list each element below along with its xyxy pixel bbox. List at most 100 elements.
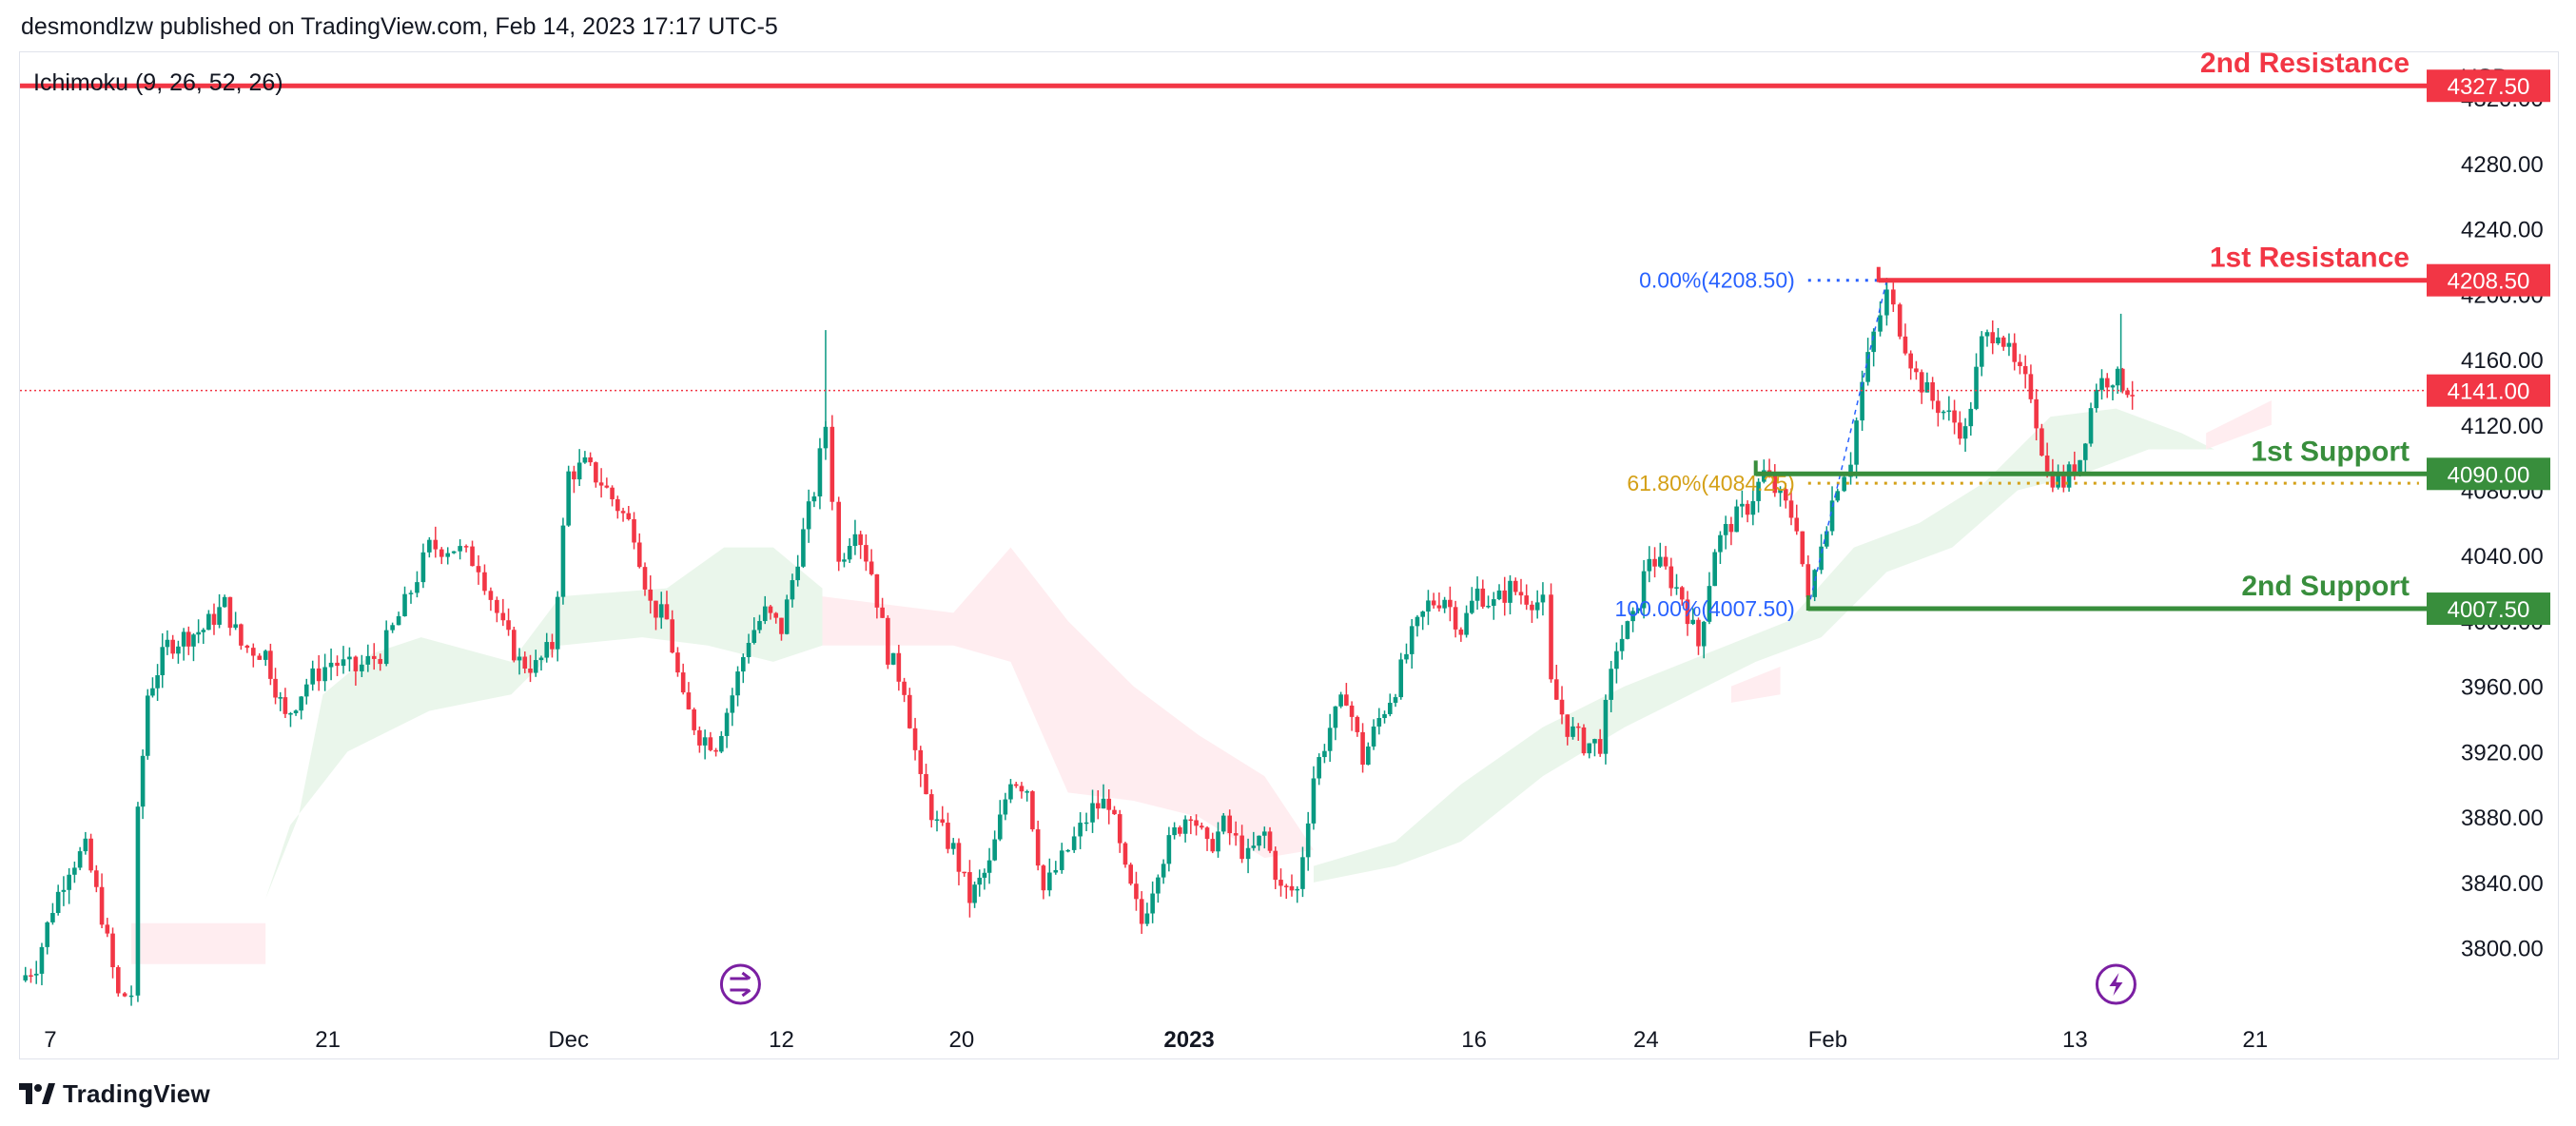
candle-body [2000, 337, 2006, 347]
candle-body [1609, 669, 1613, 700]
candle-body [390, 625, 395, 631]
candle-body [1251, 845, 1257, 848]
candle-body [576, 462, 582, 480]
chart-area[interactable]: 0.00%(4208.50) 61.80%(4084.25) 100.00%(400… [19, 51, 2559, 1059]
candle-body [278, 697, 283, 699]
candle-body [1134, 883, 1139, 900]
candle-body [1300, 857, 1305, 889]
candle-body [463, 546, 469, 548]
lightning-event-icon-glyph [2109, 973, 2123, 996]
candle-body [1745, 503, 1750, 515]
level-3-badge [2427, 592, 2550, 626]
candle-body [2006, 342, 2012, 347]
candle-body [829, 426, 835, 502]
candle-body [1486, 605, 1491, 608]
candle-body [946, 823, 950, 849]
candle-body [1812, 570, 1817, 597]
dividend-forward-icon[interactable] [719, 963, 761, 1005]
candle-body [1559, 699, 1565, 715]
candle-body [1128, 864, 1134, 884]
y-tick-label-7: 4040.00 [2461, 544, 2544, 570]
current-price-badge-label: 4141.00 [2448, 379, 2530, 405]
candle-body [918, 749, 924, 774]
candle-body [1480, 588, 1486, 607]
candle-body [99, 886, 105, 925]
level-name-0: 2nd Resistance [2200, 52, 2410, 79]
indicator-legend[interactable]: Ichimoku (9, 26, 52, 26) [33, 69, 283, 96]
candle-body [874, 573, 880, 608]
candle-body [433, 539, 439, 550]
candle-body [1436, 605, 1442, 609]
candle-body [299, 696, 303, 711]
candle-body [283, 697, 288, 714]
candle-body [1587, 743, 1592, 754]
candle-body [680, 672, 686, 693]
candle-body [1161, 864, 1166, 878]
candle-body [1257, 835, 1261, 846]
candle-body [1679, 587, 1685, 600]
candle-body [155, 675, 160, 689]
candle-body [1756, 481, 1761, 501]
candle-body [1355, 716, 1360, 732]
candle-body [1848, 464, 1853, 477]
candle-body [1728, 523, 1734, 533]
candle-body [1289, 885, 1295, 891]
candle-body [1470, 600, 1474, 613]
candle-body [654, 600, 658, 618]
candle-body [1530, 604, 1534, 611]
candle-body [1333, 706, 1338, 728]
y-tick-label-1: 4280.00 [2461, 152, 2544, 178]
candle-body [708, 737, 713, 750]
candle-body [1112, 809, 1117, 815]
candle-body [1701, 621, 1707, 647]
footer-brand[interactable]: TradingView [19, 1077, 210, 1110]
candle-body [23, 975, 29, 980]
candle-body [77, 851, 83, 868]
candle-body [488, 591, 494, 600]
candle-body [1630, 611, 1635, 622]
candle-body [420, 552, 426, 583]
candle-body [322, 667, 327, 682]
candle-body [2072, 464, 2078, 475]
candle-body [55, 891, 61, 913]
candle-body [1549, 594, 1553, 680]
price-chart[interactable]: 0.00%(4208.50)61.80%(4084.25)100.00%(400… [20, 52, 2559, 1059]
candle-body [1188, 819, 1194, 822]
candle-body [1278, 880, 1283, 886]
candle-body [664, 604, 670, 620]
candle-body [495, 599, 499, 613]
candle-body [555, 596, 560, 650]
candle-body [1071, 836, 1077, 850]
candle-body [1003, 799, 1008, 815]
candle-body [378, 658, 383, 665]
candle-body [1908, 353, 1913, 369]
candle-body [1053, 869, 1059, 873]
candle-body [1825, 531, 1829, 547]
candle-body [950, 843, 956, 849]
candle-body [757, 621, 762, 631]
ichimoku-cloud-3 [1313, 408, 2215, 883]
candle-body [1305, 823, 1311, 858]
candle-body [1941, 411, 1946, 414]
candle-body [801, 529, 806, 567]
level-name-3: 2nd Support [2241, 571, 2410, 602]
candle-body [360, 664, 364, 671]
candle-body [740, 657, 746, 672]
candle-body [506, 620, 511, 631]
candle-body [1030, 791, 1035, 830]
ichimoku-cloud-5 [2206, 399, 2272, 450]
dividend-forward-icon-glyph [730, 971, 751, 998]
x-tick-label-6: 16 [1461, 1027, 1487, 1053]
candle-body [72, 867, 77, 875]
candle-body [615, 498, 620, 512]
candle-body [293, 710, 299, 713]
candle-body [1636, 608, 1641, 612]
tradingview-logo-icon [19, 1083, 55, 1104]
candle-body [1734, 506, 1739, 533]
candle-body [940, 819, 946, 824]
candle-body [1283, 885, 1289, 887]
level-3-badge-label: 4007.50 [2448, 597, 2530, 623]
candle-body [1172, 826, 1177, 836]
candle-body [1245, 847, 1251, 860]
candle-body [610, 487, 615, 499]
